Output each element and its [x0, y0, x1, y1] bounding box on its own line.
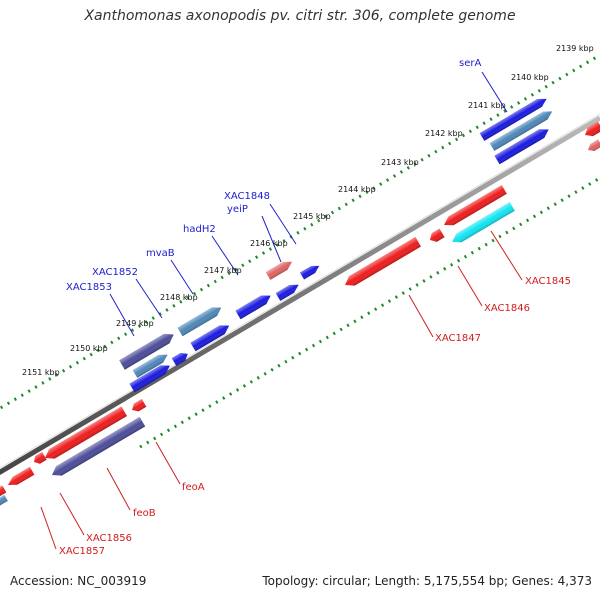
backbone-highlight [0, 113, 600, 469]
gene-label[interactable]: XAC1846 [484, 303, 530, 314]
gene-leader-line [170, 259, 194, 295]
gene-label[interactable]: XAC1845 [525, 276, 571, 287]
kbp-tick-label: 2142 kbp [425, 129, 463, 138]
gene-arrow-XAC1848[interactable] [275, 281, 301, 301]
gene-arrow-feoB[interactable] [42, 406, 128, 462]
gene-arrow-f[interactable] [427, 228, 445, 245]
gene-arrow-h[interactable] [586, 139, 600, 153]
kbp-tick-label: 2150 kbp [70, 344, 108, 353]
gene-label[interactable]: XAC1857 [59, 546, 105, 557]
kbp-tick-label: 2144 kbp [338, 185, 376, 194]
gene-arrow-i[interactable] [130, 399, 147, 414]
gene-label[interactable]: XAC1852 [92, 267, 138, 278]
inner-tick-row [139, 176, 600, 449]
gene-label[interactable]: yeiP [227, 204, 248, 215]
gene-arrow-XAC1847[interactable] [342, 237, 421, 290]
gene-leader-line [261, 215, 282, 263]
gene-leader-line [109, 293, 135, 337]
outer-tick-row [0, 53, 600, 410]
gene-arrow-b[interactable] [299, 262, 321, 280]
kbp-tick-label: 2151 kbp [22, 368, 60, 377]
gene-label[interactable]: XAC1856 [86, 533, 132, 544]
gene-arrow-feoA[interactable] [49, 416, 146, 480]
gene-leader-line [135, 278, 163, 319]
gene-arrow-XAC1852[interactable] [129, 361, 172, 393]
gene-arrow-d[interactable] [190, 321, 231, 352]
gene-arrow-sera-shadow[interactable] [489, 108, 555, 151]
gene-arrow-XAC1856[interactable] [32, 452, 47, 466]
gene-leader-line [40, 506, 57, 550]
gene-label[interactable]: feoB [133, 508, 156, 519]
gene-arrow-c[interactable] [235, 291, 273, 320]
kbp-tick-label: 2141 kbp [468, 101, 506, 110]
gene-label[interactable]: XAC1848 [224, 191, 270, 202]
gene-arrow-XAC1857[interactable] [6, 466, 35, 489]
kbp-tick-label: 2145 kbp [293, 212, 331, 221]
kbp-tick-label: 2149 kbp [116, 319, 154, 328]
genome-backbone [0, 115, 600, 476]
gene-leader-line [490, 230, 523, 281]
kbp-tick-label: 2139 kbp [556, 44, 594, 53]
gene-leader-line [269, 203, 297, 245]
gene-label[interactable]: XAC1847 [435, 333, 481, 344]
gene-label[interactable]: mvaB [146, 248, 175, 259]
gene-leader-line [155, 441, 181, 485]
gene-leader-line [457, 265, 483, 307]
gene-label[interactable]: feoA [182, 482, 205, 493]
gene-arrow-hadH2[interactable] [177, 303, 223, 337]
gene-leader-line [106, 467, 131, 511]
gene-label[interactable]: XAC1853 [66, 282, 112, 293]
gene-label[interactable]: serA [459, 58, 481, 69]
kbp-tick-label: 2140 kbp [511, 73, 549, 82]
gene-leader-line [481, 71, 508, 113]
gene-leader-line [408, 294, 434, 338]
topology-label: Topology: circular; Length: 5,175,554 bp… [262, 574, 592, 588]
gene-leader-line [211, 235, 239, 276]
gene-arrow-e[interactable] [132, 351, 170, 378]
gene-arrow-mvaB[interactable] [119, 330, 176, 370]
gene-arrow-k[interactable] [0, 494, 8, 508]
gene-arrow-a[interactable] [494, 125, 551, 165]
kbp-tick-label: 2147 kbp [204, 266, 242, 275]
kbp-tick-label: 2146 kbp [250, 239, 288, 248]
kbp-tick-label: 2148 kbp [160, 293, 198, 302]
gene-arrow-g[interactable] [582, 121, 600, 140]
gene-leader-line [59, 492, 85, 536]
kbp-tick-label: 2143 kbp [381, 158, 419, 167]
gene-label[interactable]: hadH2 [183, 224, 216, 235]
gene-arrow-yeiP[interactable] [265, 258, 295, 280]
gene-arrow-XAC1845[interactable] [449, 202, 515, 246]
gene-arrow-XAC1853[interactable] [171, 350, 190, 366]
gene-arrow-XAC1846[interactable] [441, 185, 507, 229]
gene-arrow-serA[interactable] [479, 95, 549, 141]
accession-label: Accession: NC_003919 [10, 574, 147, 588]
gene-arrow-j[interactable] [0, 485, 7, 498]
map-title: Xanthomonas axonopodis pv. citri str. 30… [84, 8, 516, 24]
